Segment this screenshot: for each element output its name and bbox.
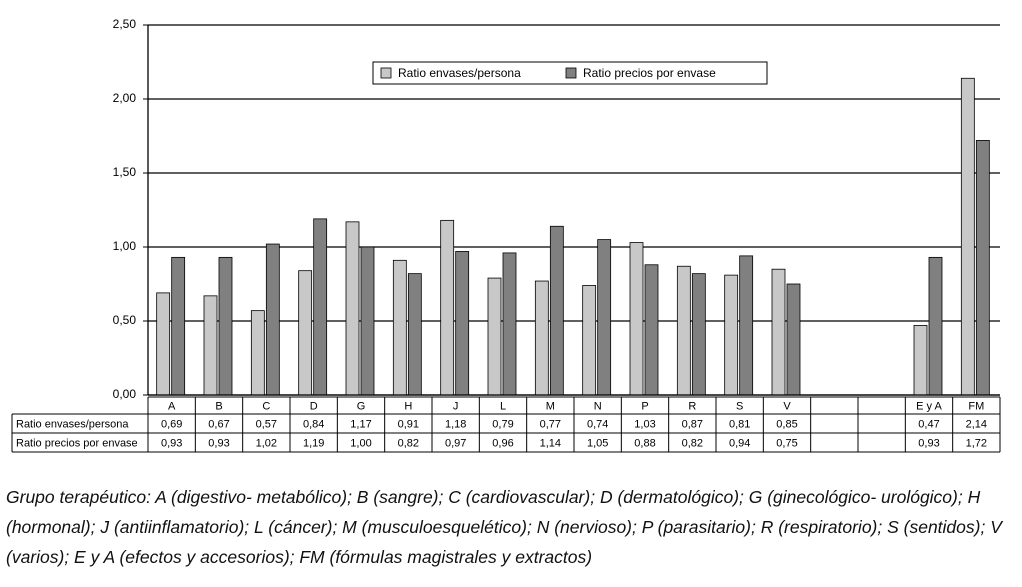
bar (928, 256, 943, 396)
bar (913, 325, 928, 396)
legend-label: Ratio precios por envase (583, 66, 716, 80)
bar (345, 221, 360, 396)
table-value: 2,14 (966, 418, 987, 430)
bar (455, 251, 470, 396)
table-value: 1,14 (540, 437, 561, 449)
bar (676, 265, 691, 396)
table-value: 0,84 (303, 418, 324, 430)
table-row-label: Ratio precios por envase (16, 437, 138, 449)
table-value: 1,03 (634, 418, 655, 430)
bar (440, 219, 455, 396)
bar (502, 252, 517, 396)
table-value: 1,17 (350, 418, 371, 430)
x-tick-label: S (736, 400, 743, 412)
y-tick-label: 2,00 (113, 91, 137, 105)
legend-swatch (565, 67, 577, 79)
table-value: 0,57 (256, 418, 277, 430)
x-tick-label: R (688, 400, 696, 412)
table-value: 0,81 (729, 418, 750, 430)
legend-label: Ratio envases/persona (398, 66, 521, 80)
table-value: 1,18 (445, 418, 466, 430)
y-tick-label: 1,50 (113, 165, 137, 179)
table-value: 0,87 (682, 418, 703, 430)
table-value: 0,75 (776, 437, 797, 449)
bar (549, 225, 564, 396)
table-value: 0,74 (587, 418, 608, 430)
table-value: 0,85 (776, 418, 797, 430)
table-value: 0,69 (161, 418, 182, 430)
x-tick-label: B (215, 400, 222, 412)
bar (265, 243, 280, 396)
table-row-label: Ratio envases/persona (16, 418, 129, 430)
table-value: 0,96 (492, 437, 513, 449)
x-tick-label: A (168, 400, 176, 412)
table-value: 0,77 (540, 418, 561, 430)
x-tick-label: N (594, 400, 602, 412)
bar (771, 268, 786, 396)
bar (739, 255, 754, 396)
x-tick-label: P (641, 400, 648, 412)
table-value: 0,93 (161, 437, 182, 449)
bar (960, 77, 975, 396)
table-value: 1,05 (587, 437, 608, 449)
table-value: 0,82 (682, 437, 703, 449)
bar (203, 295, 218, 396)
bar (691, 273, 706, 396)
table-value: 1,00 (350, 437, 371, 449)
caption: Grupo terapéutico: A (digestivo- metaból… (6, 487, 1002, 567)
bar (171, 256, 186, 396)
x-tick-label: V (783, 400, 791, 412)
bar (407, 273, 422, 396)
table-value: 0,94 (729, 437, 750, 449)
x-tick-label: C (262, 400, 270, 412)
table-value: 0,67 (208, 418, 229, 430)
legend-swatch (380, 67, 392, 79)
bar (582, 285, 597, 396)
x-tick-label: L (500, 400, 506, 412)
table-value: 1,02 (256, 437, 277, 449)
bar (313, 218, 328, 396)
bar (644, 264, 659, 396)
x-tick-label: D (310, 400, 318, 412)
bar (298, 270, 313, 396)
table-value: 0,97 (445, 437, 466, 449)
bar (597, 239, 612, 396)
y-tick-label: 2,50 (113, 17, 137, 31)
bar (156, 292, 171, 396)
table-value: 0,91 (398, 418, 419, 430)
bar (360, 246, 375, 396)
bar (534, 280, 549, 396)
bar (218, 256, 233, 396)
y-tick-label: 1,00 (113, 239, 137, 253)
x-tick-label: E y A (916, 400, 942, 412)
bar (629, 242, 644, 396)
x-tick-label: H (404, 400, 412, 412)
x-tick-label: FM (968, 400, 984, 412)
table-value: 0,88 (634, 437, 655, 449)
y-tick-label: 0,00 (113, 387, 137, 401)
table-value: 0,82 (398, 437, 419, 449)
chart: 0,00 0,50 1,00 1,50 2,00 2,50 Ratio envases/pe… (11, 17, 1001, 453)
table-value: 0,47 (918, 418, 939, 430)
bar (487, 277, 502, 396)
table-value: 1,19 (303, 437, 324, 449)
y-tick-label: 0,50 (113, 313, 137, 327)
bar (250, 310, 265, 396)
x-tick-label: M (546, 400, 555, 412)
bar (724, 274, 739, 396)
table-value: 0,79 (492, 418, 513, 430)
x-tick-label: G (357, 400, 366, 412)
bar (975, 140, 990, 396)
table-value: 0,93 (918, 437, 939, 449)
x-tick-label: J (453, 400, 459, 412)
bar (392, 259, 407, 396)
table-value: 0,93 (208, 437, 229, 449)
bar (786, 283, 801, 396)
table-value: 1,72 (966, 437, 987, 449)
